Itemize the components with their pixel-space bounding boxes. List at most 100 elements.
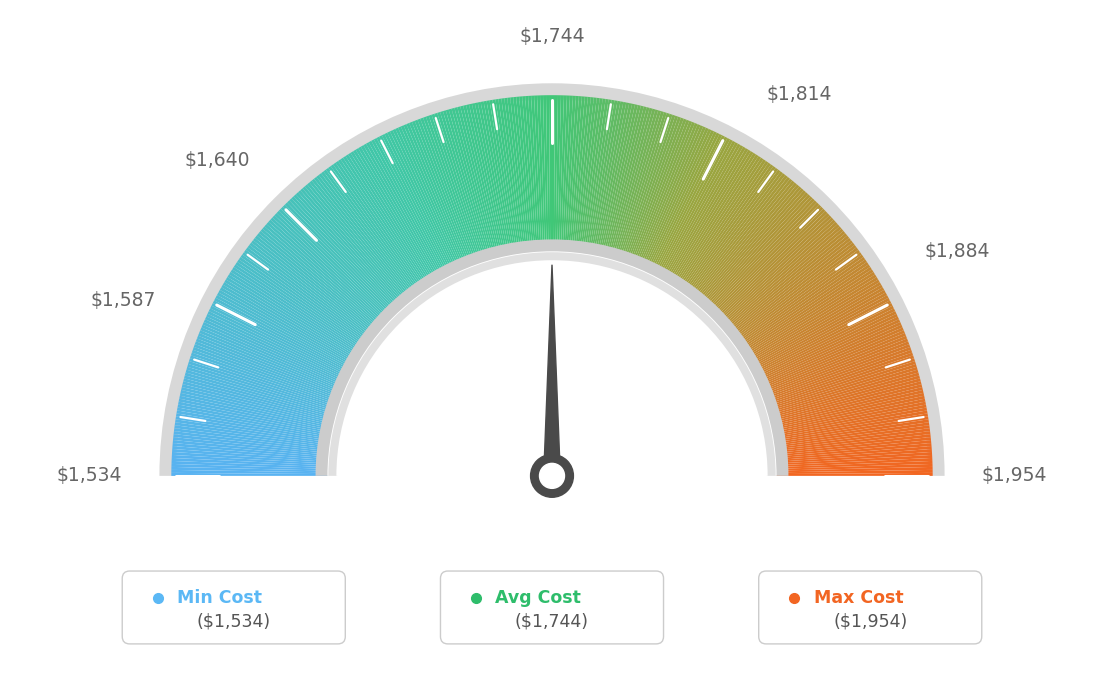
Wedge shape: [746, 290, 885, 368]
Wedge shape: [346, 155, 433, 288]
Wedge shape: [205, 317, 350, 384]
Wedge shape: [714, 215, 831, 324]
Wedge shape: [443, 110, 490, 262]
Wedge shape: [219, 290, 358, 368]
Wedge shape: [200, 328, 347, 391]
Wedge shape: [171, 470, 329, 474]
Wedge shape: [758, 333, 906, 394]
Wedge shape: [266, 222, 385, 328]
Wedge shape: [670, 153, 756, 288]
Wedge shape: [744, 282, 881, 364]
Wedge shape: [275, 213, 391, 323]
Wedge shape: [719, 222, 838, 328]
Wedge shape: [764, 355, 914, 407]
Wedge shape: [208, 311, 351, 381]
Wedge shape: [176, 413, 332, 441]
Wedge shape: [285, 202, 396, 317]
Wedge shape: [736, 262, 869, 352]
Wedge shape: [227, 275, 363, 359]
Wedge shape: [265, 224, 384, 330]
Wedge shape: [774, 434, 931, 453]
Wedge shape: [246, 247, 373, 344]
Wedge shape: [273, 215, 390, 324]
Wedge shape: [583, 99, 608, 255]
Polygon shape: [543, 265, 561, 476]
Wedge shape: [270, 217, 389, 326]
Wedge shape: [171, 458, 329, 467]
Wedge shape: [464, 105, 501, 259]
Wedge shape: [305, 184, 408, 306]
Text: ($1,954): ($1,954): [834, 613, 907, 631]
Wedge shape: [737, 264, 870, 353]
Wedge shape: [732, 252, 862, 346]
Wedge shape: [432, 114, 484, 264]
Wedge shape: [276, 211, 392, 322]
Wedge shape: [460, 106, 500, 259]
Wedge shape: [475, 103, 509, 257]
Wedge shape: [762, 347, 911, 402]
Wedge shape: [296, 193, 403, 311]
Wedge shape: [220, 287, 358, 367]
Wedge shape: [235, 262, 368, 352]
Wedge shape: [172, 452, 329, 464]
Wedge shape: [666, 148, 749, 285]
Wedge shape: [750, 297, 890, 373]
Wedge shape: [731, 247, 858, 344]
Wedge shape: [724, 233, 847, 335]
Wedge shape: [630, 120, 689, 268]
Wedge shape: [710, 207, 824, 319]
Wedge shape: [268, 219, 388, 327]
Wedge shape: [633, 121, 692, 268]
Wedge shape: [662, 145, 743, 283]
Wedge shape: [440, 111, 488, 263]
Wedge shape: [686, 171, 783, 299]
Wedge shape: [570, 97, 585, 254]
Wedge shape: [661, 144, 741, 282]
Wedge shape: [766, 370, 919, 415]
Wedge shape: [336, 161, 426, 293]
Wedge shape: [496, 99, 521, 255]
Wedge shape: [769, 393, 924, 429]
Wedge shape: [182, 384, 336, 424]
Wedge shape: [492, 99, 519, 255]
Wedge shape: [217, 293, 357, 370]
Text: $1,884: $1,884: [924, 242, 989, 261]
Wedge shape: [756, 322, 901, 387]
Wedge shape: [725, 235, 849, 337]
Wedge shape: [379, 135, 453, 277]
Wedge shape: [361, 145, 442, 283]
Wedge shape: [507, 97, 528, 255]
Wedge shape: [558, 95, 564, 253]
Wedge shape: [348, 153, 434, 288]
Wedge shape: [531, 96, 541, 253]
Wedge shape: [742, 277, 878, 361]
Text: ($1,534): ($1,534): [197, 613, 270, 631]
Wedge shape: [188, 364, 339, 412]
Wedge shape: [771, 396, 925, 431]
Wedge shape: [773, 428, 930, 450]
Wedge shape: [434, 113, 485, 264]
Wedge shape: [667, 150, 751, 286]
Wedge shape: [178, 402, 333, 434]
Wedge shape: [573, 97, 591, 254]
Wedge shape: [603, 105, 640, 259]
Wedge shape: [180, 390, 335, 427]
Wedge shape: [597, 103, 633, 258]
Wedge shape: [773, 422, 930, 446]
Wedge shape: [774, 440, 932, 457]
Wedge shape: [767, 378, 921, 420]
Wedge shape: [671, 155, 758, 288]
Wedge shape: [750, 300, 891, 375]
Wedge shape: [549, 95, 552, 253]
Wedge shape: [712, 211, 828, 322]
Wedge shape: [720, 224, 839, 330]
Wedge shape: [351, 151, 435, 286]
Wedge shape: [757, 328, 904, 391]
Wedge shape: [180, 393, 335, 429]
Wedge shape: [561, 95, 570, 253]
Wedge shape: [309, 181, 411, 304]
Wedge shape: [646, 130, 714, 274]
Wedge shape: [775, 467, 933, 473]
Wedge shape: [171, 464, 329, 471]
Wedge shape: [261, 228, 382, 333]
